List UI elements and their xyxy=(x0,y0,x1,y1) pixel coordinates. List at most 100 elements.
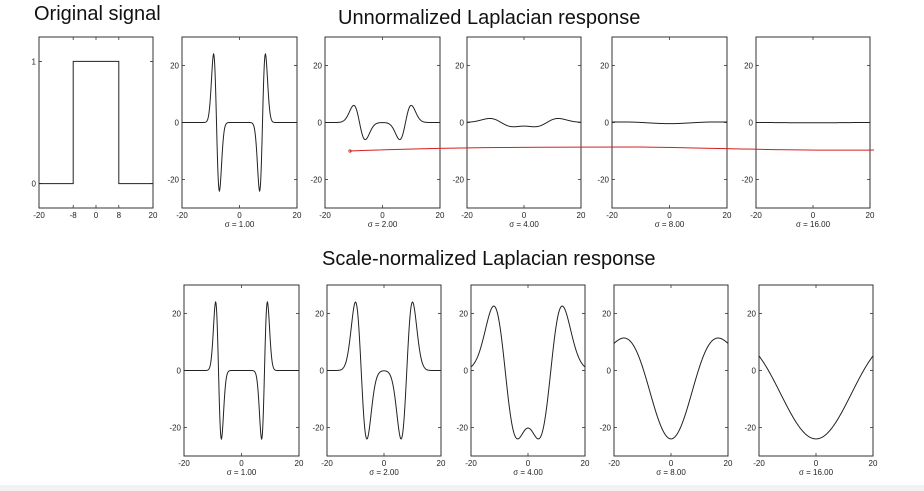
response-curve xyxy=(470,305,586,440)
x-tick-label: 0 xyxy=(239,459,244,468)
y-tick-label: 20 xyxy=(315,310,324,319)
x-tick-label: -20 xyxy=(321,459,333,468)
plot-frame xyxy=(466,36,582,209)
x-tick-label: 20 xyxy=(293,211,302,220)
x-tick-label: 20 xyxy=(149,211,158,220)
x-tick-label: -20 xyxy=(461,211,473,220)
response-curve xyxy=(612,121,727,125)
x-tick-label: 0 xyxy=(669,459,674,468)
plot-norm-s8: -20 0 20 -20 0 20 σ = 8.00 xyxy=(599,284,733,477)
plot-norm-s1: -20 0 20 -20 0 20 σ = 1.00 xyxy=(169,284,304,477)
x-tick-label: 0 xyxy=(237,211,242,220)
y-tick-label: 0 xyxy=(318,119,323,128)
plot-unnorm-s4: -20 0 20 -20 0 20 σ = 4.00 xyxy=(452,36,586,229)
plot-unnorm-s8: -20 0 20 -20 0 20 σ = 8.00 xyxy=(597,36,732,229)
x-tick-label: 20 xyxy=(724,459,733,468)
response-curve xyxy=(466,117,582,128)
sigma-label: σ = 16.00 xyxy=(796,220,831,229)
response-curve xyxy=(758,355,874,440)
x-tick-label: 0 xyxy=(94,211,99,220)
plot-unnorm-s16: -20 0 20 -20 0 20 σ = 16.00 xyxy=(741,36,875,229)
response-curve xyxy=(39,60,153,185)
x-tick-label: 20 xyxy=(436,211,445,220)
y-tick-label: 0 xyxy=(607,367,612,376)
plot-unnorm-s2: -20 0 20 -20 0 20 σ = 2.00 xyxy=(310,36,445,229)
response-curve xyxy=(613,337,729,440)
sigma-label: σ = 2.00 xyxy=(368,220,398,229)
x-tick-label: -20 xyxy=(608,459,620,468)
x-tick-label: -20 xyxy=(178,459,190,468)
annotation-start-dot xyxy=(348,149,352,153)
y-tick-label: -20 xyxy=(310,176,322,185)
x-tick-label: -20 xyxy=(750,211,762,220)
unnormalized-laplacian-title: Unnormalized Laplacian response xyxy=(338,7,641,29)
x-tick-label: 0 xyxy=(667,211,672,220)
plot-frame xyxy=(470,284,586,457)
y-tick-label: 1 xyxy=(32,57,37,66)
x-tick-label: 0 xyxy=(522,211,527,220)
x-tick-label: 0 xyxy=(811,211,816,220)
y-tick-label: 0 xyxy=(749,119,754,128)
x-tick-label: 20 xyxy=(577,211,586,220)
y-tick-label: -20 xyxy=(452,176,464,185)
x-tick-label: 0 xyxy=(382,459,387,468)
page-footer-bar xyxy=(0,485,924,491)
x-tick-label: 20 xyxy=(437,459,446,468)
x-tick-label: 0 xyxy=(526,459,531,468)
y-tick-label: 20 xyxy=(459,310,468,319)
y-tick-label: 20 xyxy=(602,310,611,319)
y-tick-label: -20 xyxy=(167,176,179,185)
y-tick-label: 20 xyxy=(744,62,753,71)
x-tick-label: -20 xyxy=(606,211,618,220)
x-tick-label: -20 xyxy=(176,211,188,220)
y-tick-label: 0 xyxy=(32,180,37,189)
x-tick-label: 20 xyxy=(581,459,590,468)
y-tick-label: -20 xyxy=(597,176,609,185)
response-curve xyxy=(327,301,441,440)
x-tick-label: 0 xyxy=(380,211,385,220)
y-tick-label: 20 xyxy=(170,62,179,71)
plot-frame xyxy=(38,36,154,209)
sigma-label: σ = 2.00 xyxy=(369,468,399,477)
y-tick-label: 0 xyxy=(752,367,757,376)
x-tick-label: -20 xyxy=(319,211,331,220)
x-tick-label: 20 xyxy=(723,211,732,220)
response-curve xyxy=(325,104,440,141)
plot-frame xyxy=(758,284,874,457)
y-tick-label: 0 xyxy=(460,119,465,128)
x-tick-label: -20 xyxy=(753,459,765,468)
x-tick-label: 20 xyxy=(866,211,875,220)
x-tick-label: 0 xyxy=(814,459,819,468)
red-annotation-line xyxy=(349,146,875,152)
plot-frame xyxy=(613,284,729,457)
plot-original-signal: -20 -8 0 8 20 0 1 xyxy=(32,36,158,220)
response-curve xyxy=(182,52,297,193)
x-tick-label: -20 xyxy=(33,211,45,220)
original-signal-title: Original signal xyxy=(34,3,161,25)
sigma-label: σ = 8.00 xyxy=(655,220,685,229)
y-tick-label: 0 xyxy=(464,367,469,376)
plot-norm-s16: -20 0 20 -20 0 20 σ = 16.00 xyxy=(744,284,878,477)
y-tick-label: -20 xyxy=(744,424,756,433)
x-tick-label: 20 xyxy=(869,459,878,468)
scale-normalized-laplacian-title: Scale-normalized Laplacian response xyxy=(322,248,656,270)
y-tick-label: -20 xyxy=(169,424,181,433)
sigma-label: σ = 8.00 xyxy=(656,468,686,477)
response-curve xyxy=(184,300,299,441)
sigma-label: σ = 4.00 xyxy=(509,220,539,229)
sigma-label: σ = 4.00 xyxy=(513,468,543,477)
plot-norm-s4: -20 0 20 -20 0 20 σ = 4.00 xyxy=(456,284,590,477)
sigma-label: σ = 16.00 xyxy=(799,468,834,477)
y-tick-label: -20 xyxy=(599,424,611,433)
y-tick-label: 20 xyxy=(455,62,464,71)
plot-norm-s2: -20 0 20 -20 0 20 σ = 2.00 xyxy=(312,284,446,477)
sigma-label: σ = 1.00 xyxy=(227,468,257,477)
y-tick-label: 0 xyxy=(320,367,325,376)
x-tick-label: 20 xyxy=(295,459,304,468)
x-tick-label: -20 xyxy=(465,459,477,468)
y-tick-label: 20 xyxy=(600,62,609,71)
y-tick-label: 0 xyxy=(177,367,182,376)
y-tick-label: -20 xyxy=(741,176,753,185)
sigma-label: σ = 1.00 xyxy=(225,220,255,229)
